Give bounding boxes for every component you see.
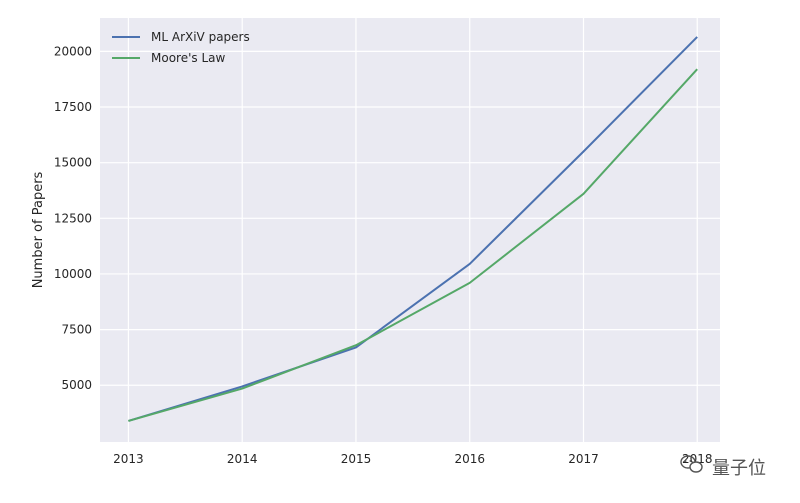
x-tick-label: 2016 bbox=[454, 452, 485, 466]
wechat-icon bbox=[680, 455, 703, 473]
y-tick-label: 5000 bbox=[61, 378, 92, 392]
series-lines bbox=[128, 36, 698, 422]
legend: ML ArXiV papers Moore's Law bbox=[112, 30, 250, 65]
x-tick-label: 2015 bbox=[341, 452, 372, 466]
watermark-text: 量子位 bbox=[712, 458, 766, 479]
y-tick-label: 10000 bbox=[54, 267, 92, 281]
plot-area bbox=[100, 18, 720, 442]
series-line bbox=[128, 36, 698, 422]
y-tick-label: 15000 bbox=[54, 156, 92, 170]
x-tick-label: 2013 bbox=[113, 452, 144, 466]
x-tick-labels: 2013 2014 2015 2016 2017 2018 bbox=[113, 452, 712, 466]
y-axis-label: Number of Papers bbox=[31, 171, 46, 288]
series-line bbox=[128, 68, 698, 422]
y-tick-label: 12500 bbox=[54, 211, 92, 225]
watermark: 量子位 bbox=[680, 455, 766, 479]
x-tick-label: 2014 bbox=[227, 452, 258, 466]
x-tick-label: 2017 bbox=[568, 452, 599, 466]
y-tick-label: 20000 bbox=[54, 44, 92, 58]
legend-label: Moore's Law bbox=[151, 51, 225, 65]
y-tick-labels: 5000 7500 10000 12500 15000 17500 20000 bbox=[54, 44, 92, 392]
y-tick-label: 7500 bbox=[61, 323, 92, 337]
legend-label: ML ArXiV papers bbox=[151, 30, 250, 44]
y-tick-label: 17500 bbox=[54, 100, 92, 114]
gridlines bbox=[100, 18, 720, 442]
